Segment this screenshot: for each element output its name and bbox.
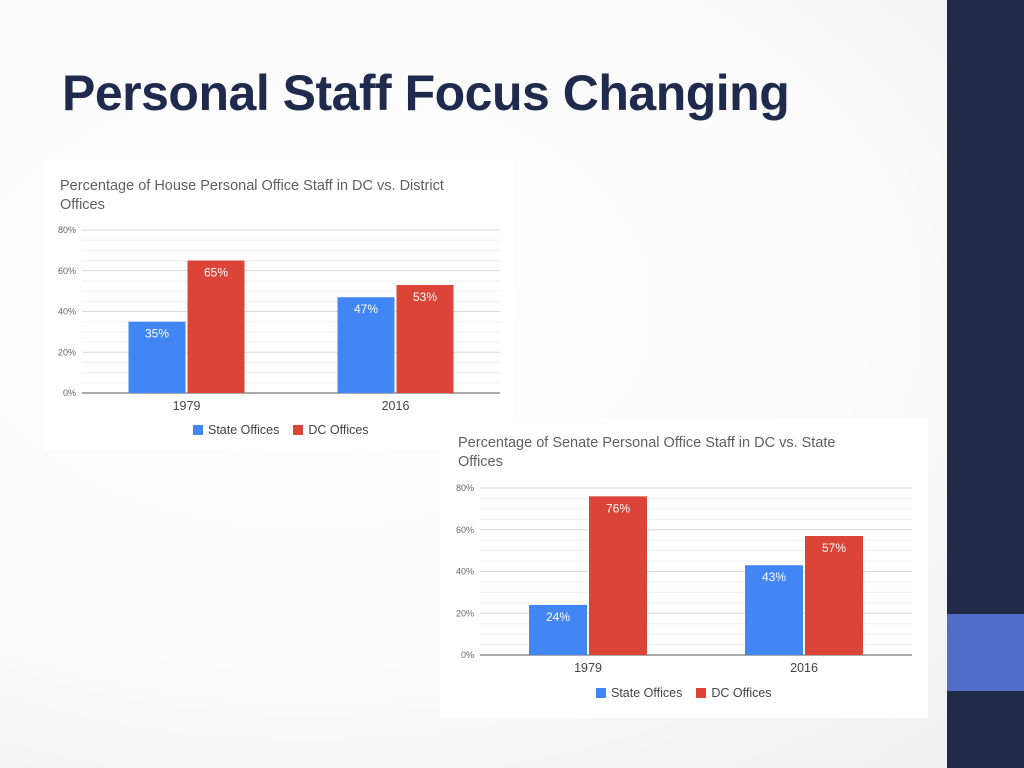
senate-chart-panel [440,418,928,718]
right-accent-block [947,614,1024,691]
slide-title: Personal Staff Focus Changing [62,65,790,121]
house-chart-panel [44,160,514,450]
